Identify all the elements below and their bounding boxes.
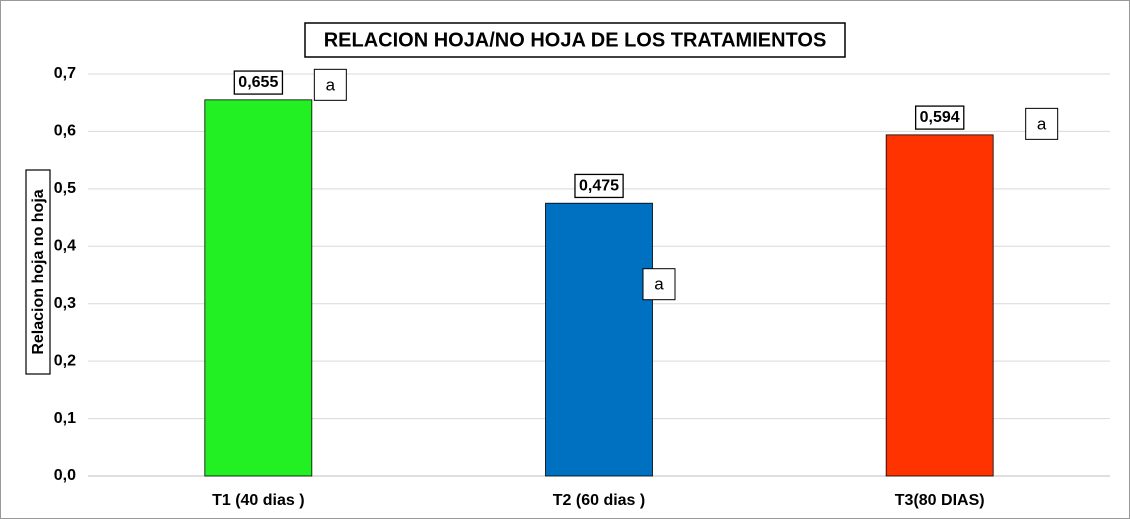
bar: [885, 134, 994, 477]
x-tick-label: T1 (40 dias ): [212, 492, 304, 509]
value-label: 0,594: [920, 109, 960, 126]
annotation: a: [654, 275, 664, 294]
x-tick-label: T3(80 DIAS): [895, 492, 985, 509]
y-tick-label: 0,7: [54, 65, 76, 82]
annotation: a: [1037, 114, 1047, 133]
value-label: 0,655: [238, 74, 278, 91]
y-tick-label: 0,6: [54, 123, 76, 140]
value-label: 0,475: [579, 177, 619, 194]
y-axis-label: Relacion hoja no hoja: [30, 189, 47, 354]
y-tick-label: 0,1: [54, 410, 76, 427]
annotation: a: [326, 75, 336, 94]
y-axis-label-group: Relacion hoja no hoja: [25, 169, 51, 375]
bar: [545, 202, 653, 477]
annotation-box: [1025, 107, 1059, 140]
annotation-box: [313, 68, 347, 101]
annotation-box: [642, 268, 676, 301]
y-tick-label: 0,4: [54, 238, 76, 255]
x-tick-label: T2 (60 dias ): [553, 492, 645, 509]
y-tick-label: 0,0: [54, 467, 76, 484]
label-box: [233, 70, 284, 95]
bar: [204, 99, 313, 477]
title-box: [304, 22, 846, 58]
label-box: [914, 105, 965, 130]
y-tick-label: 0,2: [54, 352, 76, 369]
y-axis-label-box: [25, 169, 51, 375]
label-box: [574, 173, 624, 199]
y-tick-label: 0,3: [54, 295, 76, 312]
y-tick-label: 0,5: [54, 180, 76, 197]
chart-title: RELACION HOJA/NO HOJA DE LOS TRATAMIENTO…: [324, 29, 827, 51]
